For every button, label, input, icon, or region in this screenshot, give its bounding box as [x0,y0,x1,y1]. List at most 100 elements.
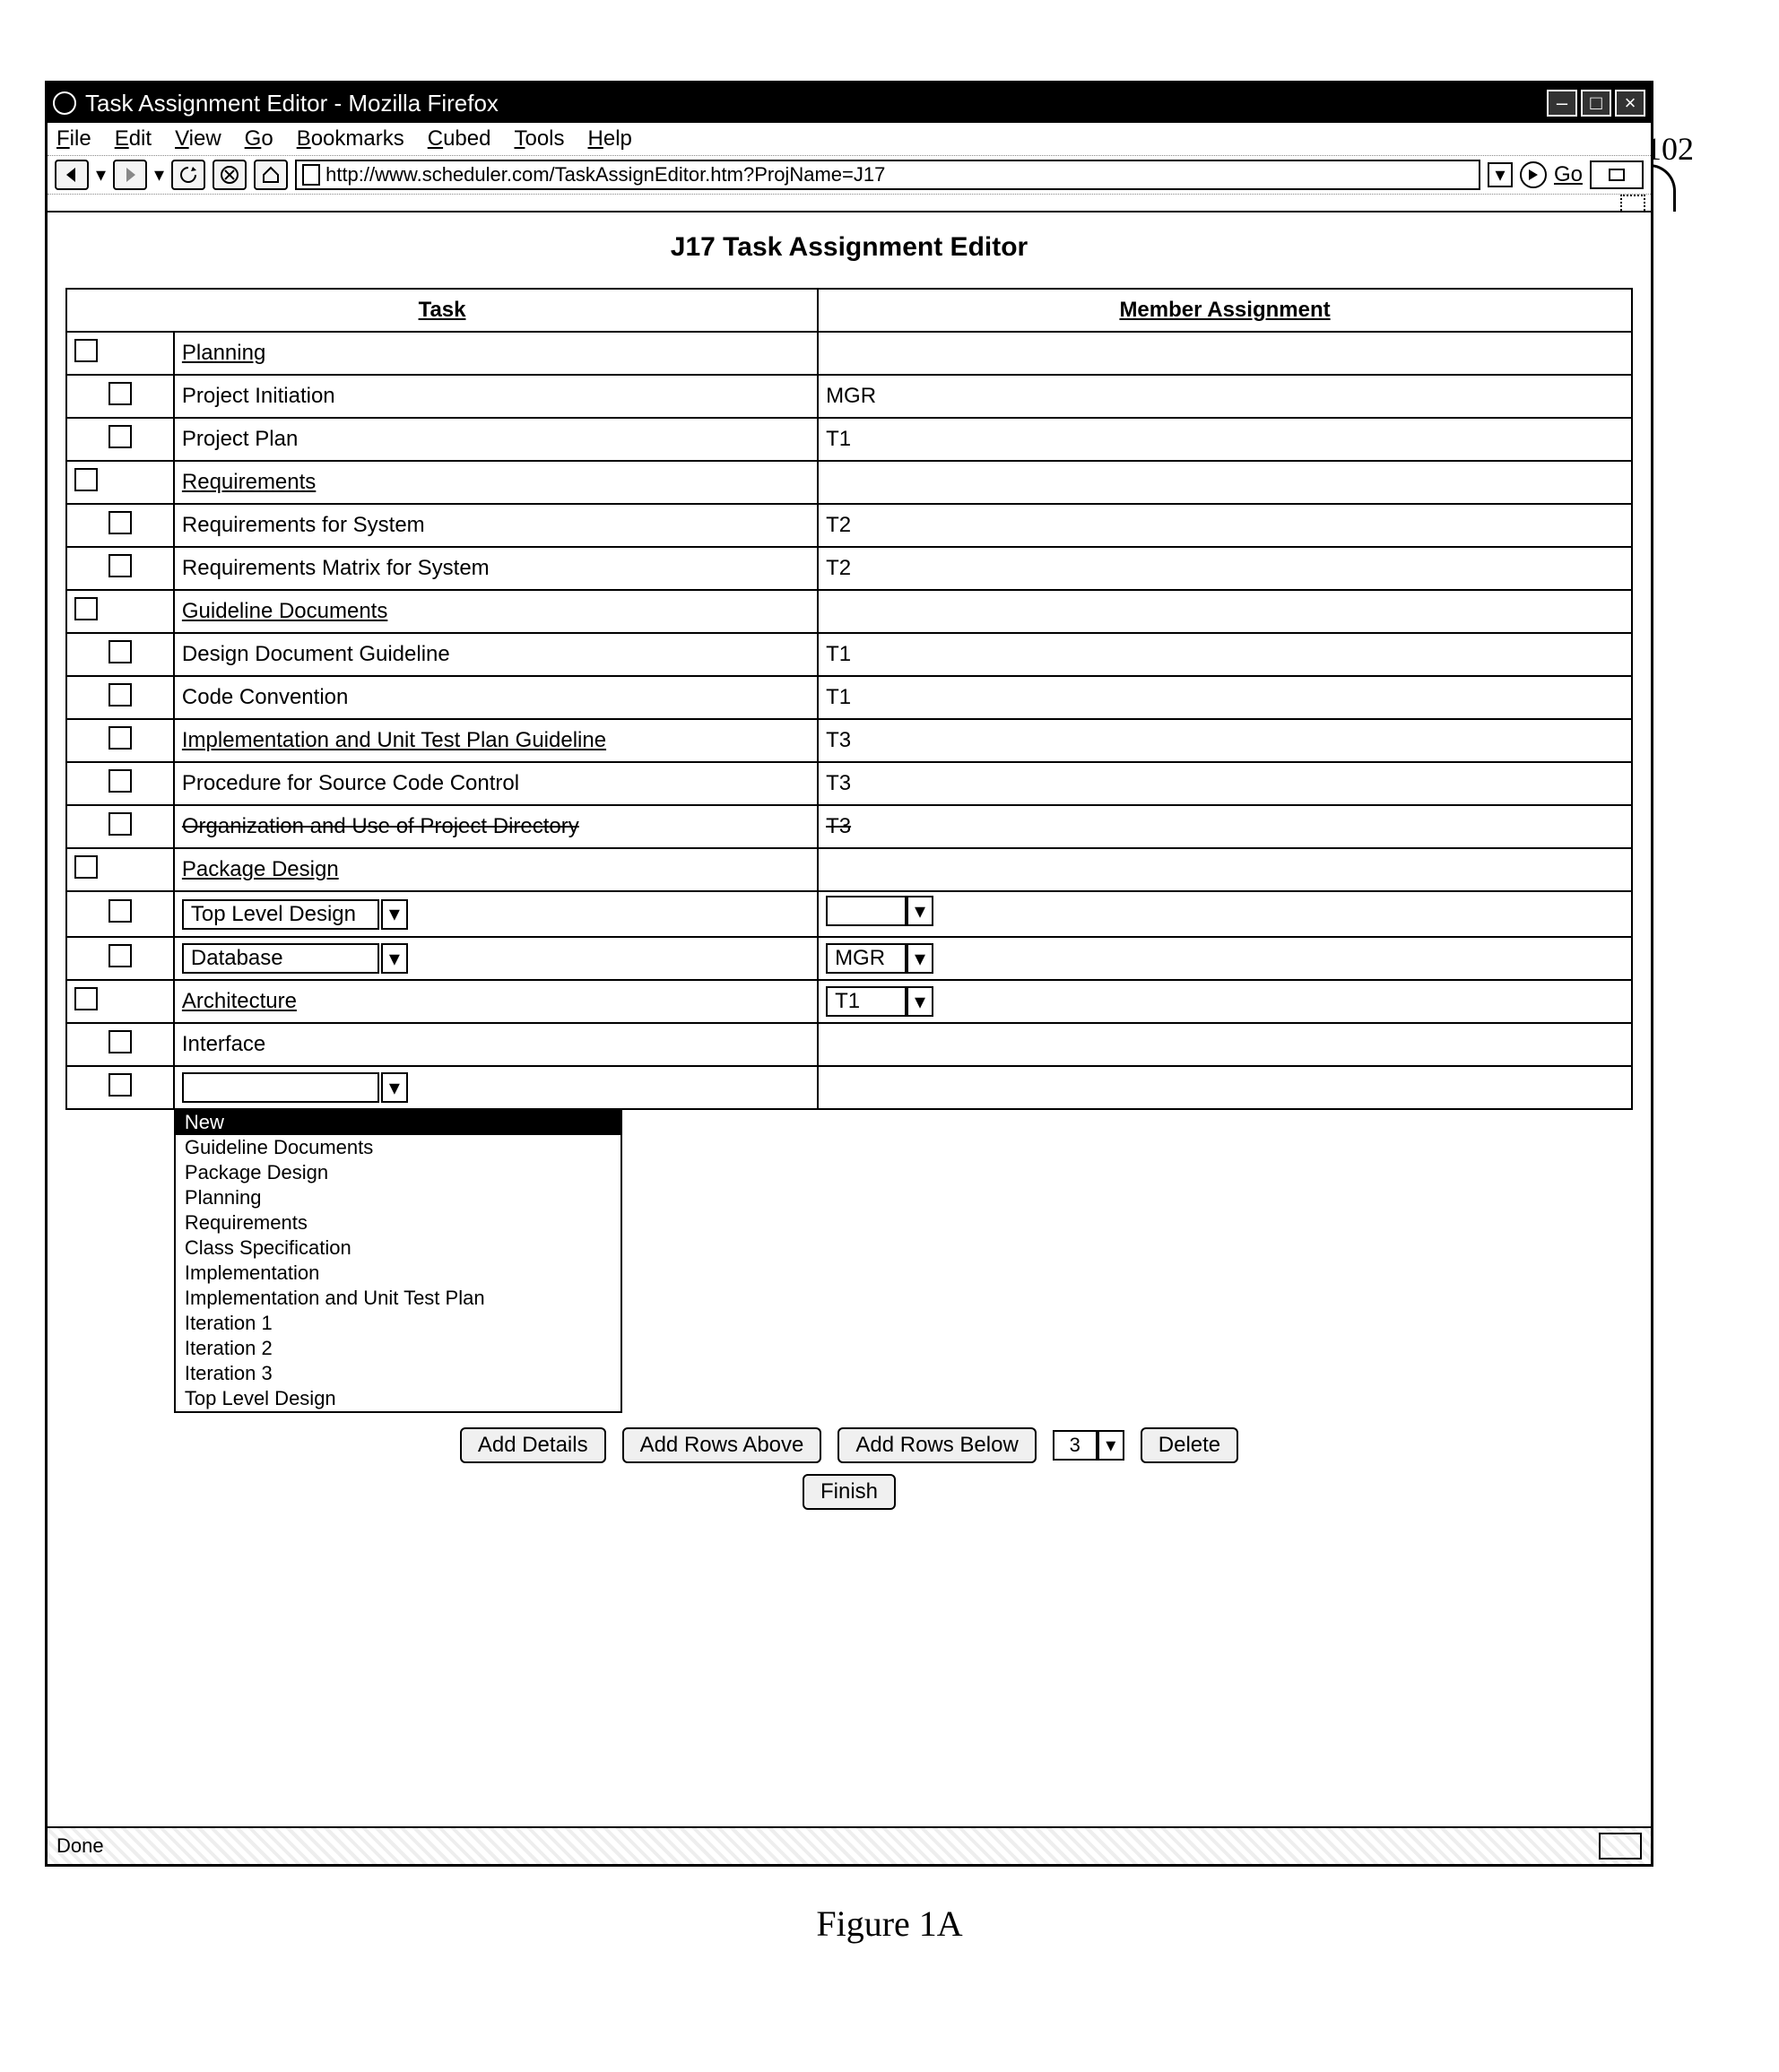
row-checkbox[interactable] [108,640,132,663]
table-row: Architecture T1▾ [66,980,1632,1023]
member-select[interactable]: MGR [826,943,907,974]
back-button[interactable] [55,160,89,190]
dropdown-item[interactable]: Iteration 1 [176,1311,620,1336]
task-select[interactable]: Top Level Design [182,899,379,930]
page-icon [302,164,320,186]
row-checkbox[interactable] [74,468,98,491]
url-dropdown[interactable]: ▾ [1488,162,1513,187]
menu-tools[interactable]: Tools [514,126,564,152]
row-count-select[interactable]: 3 ▾ [1053,1430,1124,1461]
menu-cubed[interactable]: Cubed [428,126,491,152]
member-cell: MGR▾ [818,937,1632,980]
stop-button[interactable] [213,160,247,190]
dropdown-item[interactable]: Requirements [176,1210,620,1235]
add-details-button[interactable]: Add Details [460,1427,606,1463]
chevron-down-icon[interactable]: ▾ [381,899,408,930]
dropdown-item[interactable]: New [176,1110,620,1135]
dropdown-item[interactable]: Class Specification [176,1235,620,1261]
task-cell: Design Document Guideline [174,633,818,676]
menu-bookmarks[interactable]: Bookmarks [297,126,404,152]
chevron-down-icon[interactable]: ▾ [907,943,933,974]
task-cell: Top Level Design▾ [174,891,818,937]
row-checkbox[interactable] [74,987,98,1010]
chevron-down-icon[interactable]: ▾ [381,943,408,974]
table-row: Planning [66,332,1632,375]
close-button[interactable]: × [1615,90,1645,117]
page-title: J17 Task Assignment Editor [65,232,1633,263]
back-dropdown[interactable]: ▾ [96,163,106,186]
row-checkbox[interactable] [108,1030,132,1053]
dropdown-item[interactable]: Iteration 2 [176,1336,620,1361]
row-checkbox[interactable] [74,597,98,620]
finish-button[interactable]: Finish [803,1474,896,1510]
member-select[interactable]: T1 [826,986,907,1017]
minimize-button[interactable]: – [1547,90,1577,117]
row-checkbox[interactable] [108,511,132,534]
go-button[interactable] [1520,161,1547,188]
home-button[interactable] [254,160,288,190]
row-checkbox[interactable] [108,769,132,793]
status-bar: Done [48,1826,1651,1864]
menu-bar: File Edit View Go Bookmarks Cubed Tools … [48,123,1651,156]
row-checkbox[interactable] [108,944,132,967]
row-checkbox[interactable] [108,382,132,405]
table-row: Package Design [66,848,1632,891]
member-select[interactable] [826,896,907,926]
table-row: Top Level Design▾▾ [66,891,1632,937]
menu-edit[interactable]: Edit [115,126,152,152]
row-checkbox[interactable] [108,812,132,836]
task-dropdown-panel[interactable]: NewGuideline DocumentsPackage DesignPlan… [174,1108,622,1413]
row-checkbox[interactable] [74,339,98,362]
row-checkbox[interactable] [74,855,98,879]
dropdown-item[interactable]: Top Level Design [176,1386,620,1411]
row-checkbox[interactable] [108,425,132,448]
row-checkbox[interactable] [108,899,132,923]
tab-strip [48,195,1651,212]
table-row: Requirements Matrix for SystemT2 [66,547,1632,590]
menu-view[interactable]: View [175,126,221,152]
dropdown-item[interactable]: Implementation [176,1261,620,1286]
row-checkbox[interactable] [108,683,132,707]
forward-dropdown[interactable]: ▾ [154,163,164,186]
url-bar[interactable]: http://www.scheduler.com/TaskAssignEdito… [295,160,1480,190]
status-segment [1599,1833,1642,1860]
add-rows-below-button[interactable]: Add Rows Below [837,1427,1036,1463]
dropdown-item[interactable]: Package Design [176,1160,620,1185]
dropdown-item[interactable]: Iteration 3 [176,1361,620,1386]
row-checkbox[interactable] [108,554,132,577]
task-cell: Requirements [174,461,818,504]
task-cell: Code Convention [174,676,818,719]
row-checkbox[interactable] [108,726,132,750]
maximize-button[interactable]: □ [1581,90,1611,117]
forward-button[interactable] [113,160,147,190]
dropdown-item[interactable]: Guideline Documents [176,1135,620,1160]
member-cell [818,848,1632,891]
tab-close-icon[interactable] [1620,195,1645,211]
task-cell: Architecture [174,980,818,1023]
chevron-down-icon[interactable]: ▾ [907,986,933,1017]
menu-help[interactable]: Help [588,126,632,152]
task-cell: ▾ [174,1066,818,1109]
task-cell: Requirements for System [174,504,818,547]
task-table: Task Member Assignment PlanningProject I… [65,288,1633,1413]
delete-button[interactable]: Delete [1141,1427,1238,1463]
member-cell [818,461,1632,504]
reload-button[interactable] [171,160,205,190]
window-title: Task Assignment Editor - Mozilla Firefox [85,90,499,117]
add-rows-above-button[interactable]: Add Rows Above [622,1427,822,1463]
dropdown-item[interactable]: Planning [176,1185,620,1210]
row-checkbox[interactable] [108,1073,132,1097]
task-select[interactable]: Database [182,943,379,974]
task-select[interactable] [182,1072,379,1103]
member-cell: T1 [818,633,1632,676]
chevron-down-icon[interactable]: ▾ [907,896,933,926]
search-box[interactable] [1590,160,1644,189]
member-cell [818,590,1632,633]
row-count-arrow[interactable]: ▾ [1098,1430,1124,1461]
chevron-down-icon[interactable]: ▾ [381,1072,408,1103]
status-text: Done [56,1834,104,1858]
menu-file[interactable]: File [56,126,91,152]
dropdown-item[interactable]: Implementation and Unit Test Plan [176,1286,620,1311]
table-row: ▾ [66,1066,1632,1109]
menu-go[interactable]: Go [245,126,273,152]
